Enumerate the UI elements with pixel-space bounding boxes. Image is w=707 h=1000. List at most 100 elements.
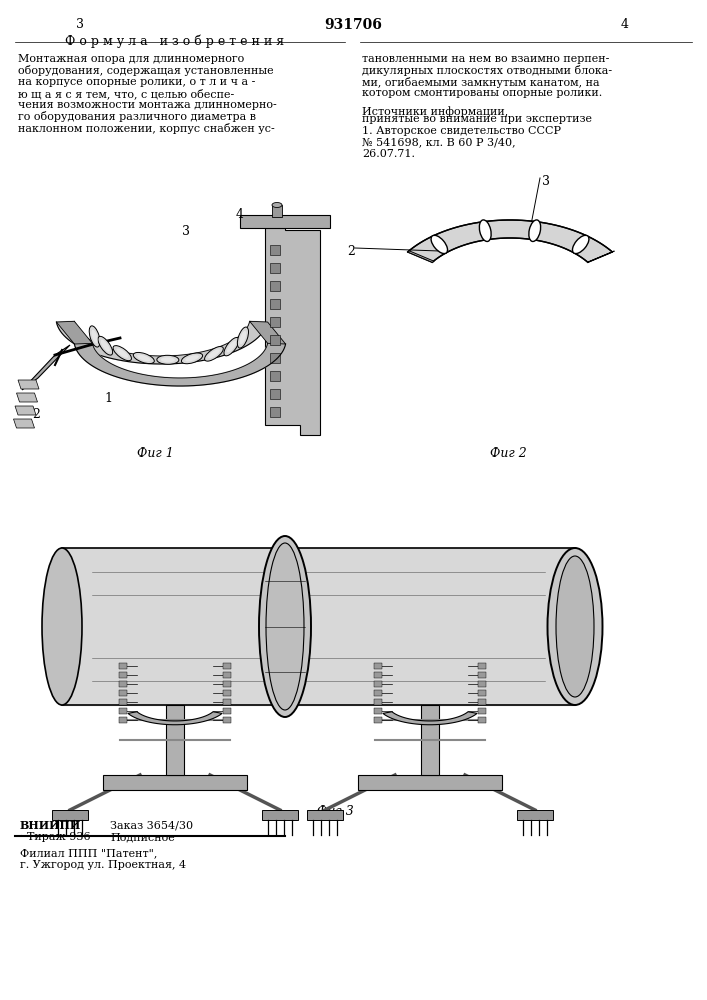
- Ellipse shape: [208, 349, 220, 358]
- Text: ВНИИПИ: ВНИИПИ: [20, 820, 81, 831]
- Text: № 541698, кл. В 60 Р 3/40,: № 541698, кл. В 60 Р 3/40,: [362, 137, 515, 147]
- Ellipse shape: [185, 355, 199, 362]
- Polygon shape: [223, 681, 231, 687]
- Polygon shape: [478, 708, 486, 714]
- Text: Фиг 3: Фиг 3: [317, 805, 354, 818]
- Polygon shape: [478, 699, 486, 705]
- Polygon shape: [270, 281, 280, 291]
- Polygon shape: [13, 419, 35, 428]
- Ellipse shape: [91, 330, 98, 343]
- Text: 2: 2: [347, 245, 355, 258]
- Text: наклонном положении, корпус снабжен ус-: наклонном положении, корпус снабжен ус-: [18, 123, 275, 134]
- Ellipse shape: [479, 220, 491, 241]
- Polygon shape: [588, 251, 614, 262]
- Polygon shape: [374, 708, 382, 714]
- Text: 2: 2: [32, 408, 40, 421]
- Polygon shape: [223, 717, 231, 723]
- Polygon shape: [270, 371, 280, 381]
- Polygon shape: [57, 321, 93, 344]
- Polygon shape: [18, 380, 39, 389]
- Text: Фиг 2: Фиг 2: [490, 447, 527, 460]
- Text: Подписное: Подписное: [110, 832, 175, 842]
- Text: чения возможности монтажа длинномерно-: чения возможности монтажа длинномерно-: [18, 100, 276, 110]
- Text: · Тираж 936: · Тираж 936: [20, 832, 90, 842]
- Polygon shape: [240, 215, 330, 228]
- Polygon shape: [270, 335, 280, 345]
- Polygon shape: [250, 321, 286, 344]
- Text: 3: 3: [542, 175, 550, 188]
- Polygon shape: [15, 406, 36, 415]
- Text: 931706: 931706: [324, 18, 382, 32]
- Polygon shape: [478, 672, 486, 678]
- Polygon shape: [383, 712, 477, 725]
- Polygon shape: [119, 717, 127, 723]
- Ellipse shape: [98, 336, 112, 355]
- Polygon shape: [57, 321, 267, 364]
- Text: Фиг 1: Фиг 1: [136, 447, 173, 460]
- Ellipse shape: [117, 348, 128, 358]
- Polygon shape: [265, 220, 320, 435]
- Polygon shape: [223, 708, 231, 714]
- Polygon shape: [478, 663, 486, 669]
- Text: го оборудования различного диаметра в: го оборудования различного диаметра в: [18, 111, 256, 122]
- Text: дикулярных плоскостях отводными блока-: дикулярных плоскостях отводными блока-: [362, 66, 612, 77]
- Polygon shape: [478, 681, 486, 687]
- Text: Ф о р м у л а   и з о б р е т е н и я: Ф о р м у л а и з о б р е т е н и я: [66, 34, 284, 47]
- Ellipse shape: [113, 346, 132, 361]
- Ellipse shape: [431, 235, 448, 254]
- Ellipse shape: [204, 347, 223, 361]
- Text: оборудования, содержащая установленные: оборудования, содержащая установленные: [18, 66, 274, 77]
- Ellipse shape: [266, 543, 304, 710]
- Polygon shape: [119, 672, 127, 678]
- Ellipse shape: [529, 220, 541, 241]
- Ellipse shape: [160, 357, 175, 362]
- Text: 4: 4: [236, 208, 244, 221]
- Polygon shape: [223, 690, 231, 696]
- Polygon shape: [270, 263, 280, 273]
- Ellipse shape: [134, 352, 154, 364]
- Polygon shape: [128, 712, 222, 725]
- Polygon shape: [52, 810, 88, 820]
- Text: 1: 1: [104, 392, 112, 405]
- Text: г. Ужгород ул. Проектная, 4: г. Ужгород ул. Проектная, 4: [20, 860, 186, 870]
- Polygon shape: [517, 810, 553, 820]
- Ellipse shape: [182, 353, 203, 364]
- Polygon shape: [119, 708, 127, 714]
- Text: 3: 3: [76, 18, 84, 31]
- Polygon shape: [270, 389, 280, 399]
- Polygon shape: [478, 690, 486, 696]
- Polygon shape: [223, 672, 231, 678]
- Polygon shape: [119, 699, 127, 705]
- Ellipse shape: [227, 341, 236, 352]
- Polygon shape: [74, 343, 286, 386]
- Polygon shape: [119, 663, 127, 669]
- Polygon shape: [374, 690, 382, 696]
- Ellipse shape: [224, 337, 239, 356]
- Polygon shape: [270, 317, 280, 327]
- Polygon shape: [103, 775, 247, 790]
- Polygon shape: [374, 672, 382, 678]
- Polygon shape: [374, 681, 382, 687]
- Polygon shape: [270, 353, 280, 363]
- Ellipse shape: [272, 202, 282, 208]
- Ellipse shape: [573, 235, 589, 254]
- Polygon shape: [408, 220, 612, 262]
- Text: принятые во внимание при экспертизе: принятые во внимание при экспертизе: [362, 114, 592, 124]
- Text: 26.07.71.: 26.07.71.: [362, 149, 415, 159]
- Text: Заказ 3654/30: Заказ 3654/30: [110, 820, 193, 830]
- Polygon shape: [262, 810, 298, 820]
- Ellipse shape: [238, 327, 249, 348]
- Text: Филиал ППП "Патент",: Филиал ППП "Патент",: [20, 848, 158, 858]
- Polygon shape: [374, 663, 382, 669]
- Polygon shape: [62, 548, 575, 705]
- Polygon shape: [478, 717, 486, 723]
- Polygon shape: [358, 775, 502, 790]
- Polygon shape: [270, 245, 280, 255]
- Ellipse shape: [259, 536, 311, 717]
- Text: котором смонтированы опорные ролики.: котором смонтированы опорные ролики.: [362, 89, 602, 99]
- Polygon shape: [374, 717, 382, 723]
- Ellipse shape: [547, 548, 602, 705]
- Polygon shape: [421, 705, 439, 775]
- Polygon shape: [166, 705, 184, 775]
- Polygon shape: [374, 699, 382, 705]
